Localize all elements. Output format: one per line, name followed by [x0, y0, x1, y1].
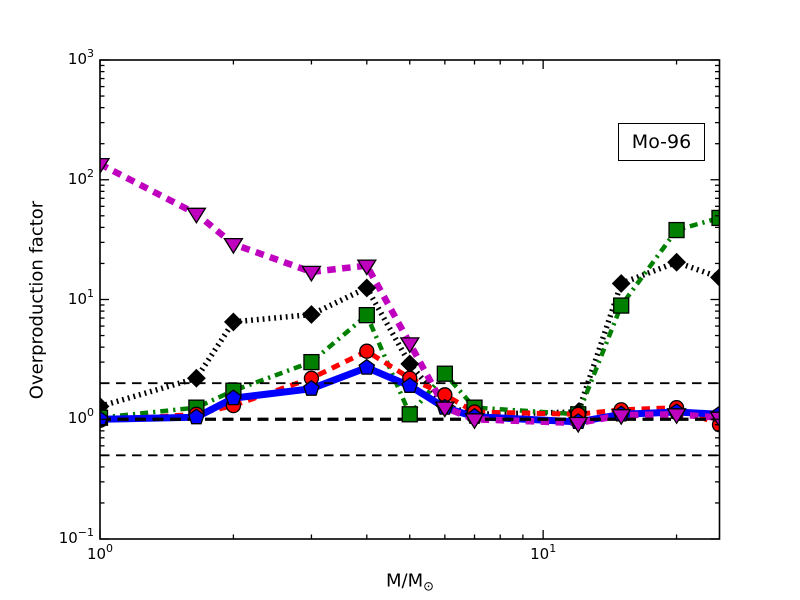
sun-symbol: ⊙ [423, 579, 435, 595]
diamond-marker [223, 312, 243, 332]
data-layer [100, 157, 720, 457]
square-marker [358, 307, 375, 324]
pentagon-marker [188, 408, 205, 425]
triangle-down-marker [611, 409, 632, 426]
y-tick-label-10e3: 103 [67, 47, 94, 69]
y-tick-label-10e2: 102 [67, 166, 94, 188]
y-axis-label: Overproduction factor [26, 200, 48, 400]
triangle-down-marker [434, 401, 455, 418]
pentagon-marker [401, 377, 419, 393]
pentagon-marker [358, 358, 376, 375]
triangle-down-marker [100, 157, 111, 175]
pentagon-marker [100, 410, 109, 427]
y-tick-label-10e1: 101 [67, 286, 94, 308]
triangle-down-marker [464, 413, 485, 430]
isotope-annotation-label: Mo-96 [631, 131, 692, 153]
y-tick-label-10e0: 100 [67, 406, 94, 428]
pentagon-marker [225, 389, 242, 406]
triangle-down-marker [568, 416, 589, 434]
triangle-down-marker [186, 207, 207, 225]
triangle-down-marker [356, 259, 377, 276]
triangle-down-marker [301, 265, 322, 283]
diamond-marker [186, 368, 206, 388]
diamond-marker [357, 278, 377, 298]
y-tick-label-10e−1: 10−1 [58, 526, 94, 548]
axis-ticks [99, 59, 720, 540]
x-tick-label-10e1: 101 [530, 542, 557, 563]
diamond-marker [611, 274, 631, 293]
square-marker [436, 365, 453, 382]
diamond-marker [667, 252, 687, 272]
diamond-marker [301, 305, 321, 324]
triangle-down-marker [666, 408, 687, 425]
square-marker [303, 353, 320, 371]
square-marker [668, 221, 685, 239]
circle-marker [359, 343, 375, 359]
x-tick-label-10e0: 100 [86, 542, 114, 563]
x-axis-label-main: M/M [385, 570, 424, 592]
pentagon-marker [303, 379, 320, 396]
isotope-annotation-box: Mo-96 [618, 123, 705, 161]
square-marker [401, 406, 418, 423]
triangle-down-marker [399, 337, 420, 354]
square-marker [613, 297, 630, 314]
series-line-magenta-dashed-triangles [100, 161, 720, 427]
square-marker [711, 209, 720, 227]
diamond-marker [400, 354, 420, 374]
x-axis-label: M/M⊙ [385, 570, 435, 595]
triangle-down-marker [223, 237, 244, 255]
diamond-marker [710, 267, 720, 287]
